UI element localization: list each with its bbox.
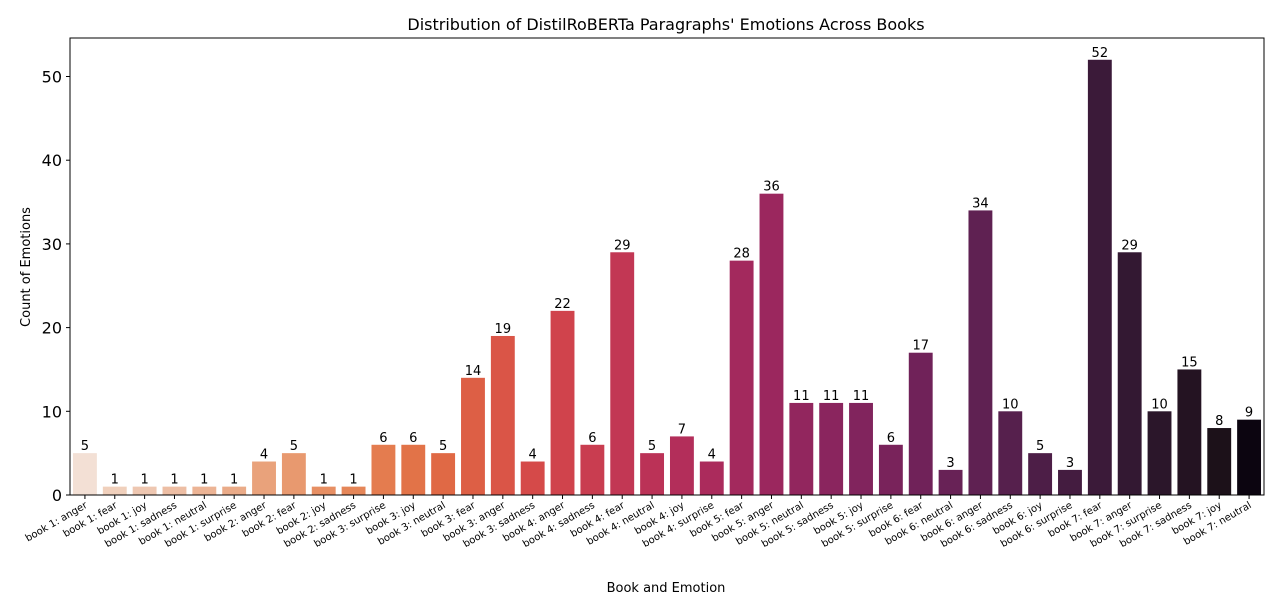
bar-27 <box>878 444 903 495</box>
bar-0 <box>72 453 97 495</box>
data-label-21: 4 <box>708 448 716 463</box>
bar-13 <box>461 377 485 495</box>
data-label-34: 52 <box>1092 46 1109 61</box>
bar-24 <box>789 402 814 495</box>
bar-12 <box>431 453 456 495</box>
data-label-29: 3 <box>946 456 954 471</box>
data-label-5: 1 <box>230 473 238 488</box>
bar-22 <box>729 260 754 495</box>
bar-34 <box>1087 59 1112 496</box>
data-label-6: 4 <box>260 448 268 463</box>
data-label-39: 9 <box>1245 406 1253 421</box>
bar-9 <box>341 486 366 495</box>
bar-7 <box>281 453 306 495</box>
bars-group <box>72 59 1262 496</box>
data-label-37: 15 <box>1181 355 1198 370</box>
bar-3 <box>162 486 187 495</box>
bar-19 <box>640 453 665 495</box>
y-tick-label-3: 30 <box>42 235 62 254</box>
y-tick-label-0: 0 <box>52 486 62 505</box>
bar-10 <box>371 444 396 495</box>
y-tick-label-5: 50 <box>42 68 62 87</box>
data-label-7: 5 <box>290 439 298 454</box>
data-label-24: 11 <box>793 389 810 404</box>
bar-18 <box>610 252 635 495</box>
data-label-33: 3 <box>1066 456 1074 471</box>
data-label-26: 11 <box>853 389 870 404</box>
bar-14 <box>490 335 515 495</box>
bar-6 <box>252 461 276 495</box>
data-label-31: 10 <box>1002 397 1019 412</box>
bar-36 <box>1147 411 1172 495</box>
data-label-18: 29 <box>614 238 631 253</box>
data-label-10: 6 <box>379 431 387 446</box>
plot-frame <box>69 37 1265 496</box>
bar-25 <box>819 402 844 495</box>
bar-2 <box>132 486 157 495</box>
bar-11 <box>401 444 426 495</box>
data-label-3: 1 <box>170 473 178 488</box>
data-label-0: 5 <box>81 439 89 454</box>
bar-31 <box>998 411 1023 495</box>
data-label-25: 11 <box>823 389 840 404</box>
bar-37 <box>1177 369 1202 495</box>
data-label-9: 1 <box>349 473 357 488</box>
data-label-11: 6 <box>409 431 417 446</box>
data-label-20: 7 <box>678 422 686 437</box>
bar-16 <box>550 310 575 495</box>
data-label-8: 1 <box>320 473 328 488</box>
bar-33 <box>1058 469 1082 495</box>
data-label-2: 1 <box>140 473 148 488</box>
bar-1 <box>102 486 127 495</box>
bar-21 <box>699 461 724 495</box>
y-tick-label-1: 10 <box>42 402 62 421</box>
data-label-15: 4 <box>529 448 537 463</box>
bar-8 <box>311 486 336 495</box>
data-label-14: 19 <box>495 322 512 337</box>
data-label-38: 8 <box>1215 414 1223 429</box>
bar-28 <box>908 352 933 495</box>
data-label-1: 1 <box>111 473 119 488</box>
bar-39 <box>1237 419 1262 495</box>
x-axis-label: Book and Emotion <box>607 581 726 596</box>
data-label-30: 34 <box>972 196 989 211</box>
y-tick-label-2: 20 <box>42 319 62 338</box>
bar-15 <box>520 461 545 495</box>
data-label-23: 36 <box>763 180 780 195</box>
y-axis-label: Count of Emotions <box>19 207 34 327</box>
bar-26 <box>849 402 873 495</box>
data-label-4: 1 <box>200 473 208 488</box>
bar-38 <box>1207 428 1232 495</box>
bar-35 <box>1117 252 1142 495</box>
bar-29 <box>938 469 963 495</box>
chart-title: Distribution of DistilRoBERTa Paragraphs… <box>407 15 924 34</box>
data-label-32: 5 <box>1036 439 1044 454</box>
data-label-17: 6 <box>588 431 596 446</box>
bar-5 <box>222 486 247 495</box>
bar-30 <box>968 210 993 495</box>
y-tick-label-4: 40 <box>42 151 62 170</box>
y-axis: 0 10 20 30 40 50 <box>42 68 70 505</box>
data-label-19: 5 <box>648 439 656 454</box>
bar-32 <box>1028 453 1053 495</box>
data-label-16: 22 <box>554 297 571 312</box>
bar-20 <box>669 436 694 495</box>
bar-17 <box>580 444 605 495</box>
data-label-22: 28 <box>733 247 750 262</box>
bar-4 <box>192 486 217 495</box>
data-label-35: 29 <box>1121 238 1138 253</box>
bar-23 <box>759 193 784 495</box>
data-label-28: 17 <box>912 339 929 354</box>
data-label-13: 14 <box>465 364 482 379</box>
data-label-27: 6 <box>887 431 895 446</box>
data-label-12: 5 <box>439 439 447 454</box>
data-label-36: 10 <box>1151 397 1168 412</box>
